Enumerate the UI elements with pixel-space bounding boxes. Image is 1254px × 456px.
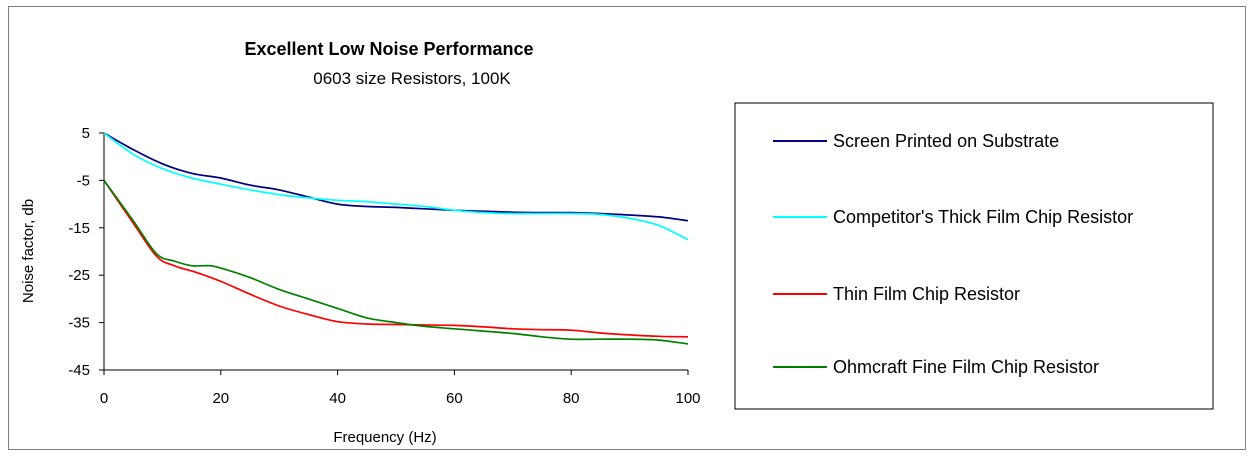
x-tick-label: 100	[675, 390, 700, 407]
series-line-3	[103, 179, 689, 338]
y-tick-label: -45	[68, 362, 90, 379]
y-ticks: 5 -5 -15 -25 -35 -45	[68, 125, 104, 379]
y-tick-label: -5	[77, 172, 90, 189]
chart-title: Excellent Low Noise Performance	[244, 39, 533, 59]
legend-items: Screen Printed on Substrate Competitor's …	[773, 131, 1133, 377]
x-tick-label: 60	[446, 390, 463, 407]
series-line-4	[103, 179, 689, 345]
x-tick-label: 40	[329, 390, 346, 407]
legend-label-2: Competitor's Thick Film Chip Resistor	[833, 207, 1133, 227]
series-lines	[103, 132, 689, 345]
plot-area: 5 -5 -15 -25 -35 -45 0 20 40 60 80 100	[68, 125, 700, 407]
y-tick-label: -35	[68, 315, 90, 332]
y-tick-label: 5	[82, 125, 90, 142]
chart-subtitle: 0603 size Resistors, 100K	[313, 69, 511, 88]
legend: Screen Printed on Substrate Competitor's …	[734, 102, 1214, 410]
legend-label-1: Screen Printed on Substrate	[833, 131, 1059, 151]
y-tick-label: -15	[68, 220, 90, 237]
series-line-1	[103, 132, 689, 222]
y-axis-label: Noise factor, db	[20, 199, 37, 303]
x-tick-label: 20	[212, 390, 229, 407]
x-axis-label: Frequency (Hz)	[333, 429, 436, 446]
legend-box	[734, 102, 1214, 410]
x-tick-label: 0	[100, 390, 108, 407]
legend-label-4: Ohmcraft Fine Film Chip Resistor	[833, 357, 1099, 377]
x-tick-label: 80	[563, 390, 580, 407]
x-ticks: 0 20 40 60 80 100	[100, 370, 701, 407]
series-line-2	[103, 132, 689, 241]
legend-label-3: Thin Film Chip Resistor	[833, 284, 1020, 304]
y-tick-label: -25	[68, 267, 90, 284]
